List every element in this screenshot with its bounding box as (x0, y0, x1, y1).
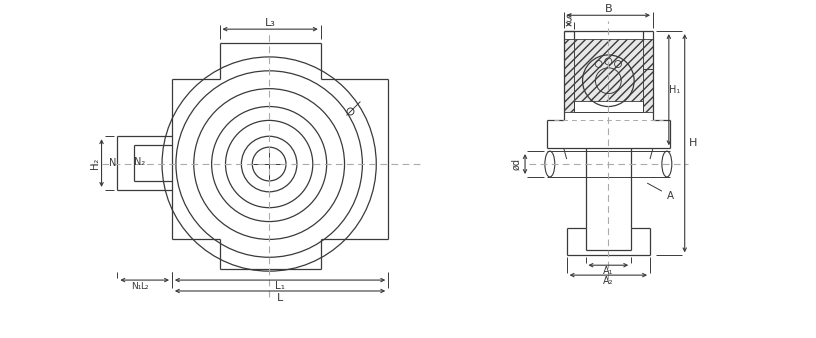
Text: L₃: L₃ (264, 18, 276, 28)
Bar (643, 39, 653, 113)
Text: ød: ød (511, 158, 521, 170)
Text: H: H (689, 138, 697, 148)
Text: B: B (605, 4, 612, 14)
Text: A₂: A₂ (603, 276, 614, 286)
Text: N: N (109, 158, 116, 168)
Text: N₁: N₁ (131, 282, 141, 291)
Bar (574, 39, 643, 101)
Text: H₁: H₁ (669, 84, 681, 95)
Text: A₁: A₁ (603, 266, 614, 276)
Text: L: L (277, 293, 283, 303)
Text: A: A (647, 183, 674, 201)
Text: H₂: H₂ (90, 158, 100, 169)
Text: N₂: N₂ (134, 157, 145, 167)
Bar (564, 39, 574, 113)
Text: L₁: L₁ (275, 281, 285, 291)
Text: S: S (565, 14, 572, 24)
Text: L₂: L₂ (140, 282, 149, 291)
